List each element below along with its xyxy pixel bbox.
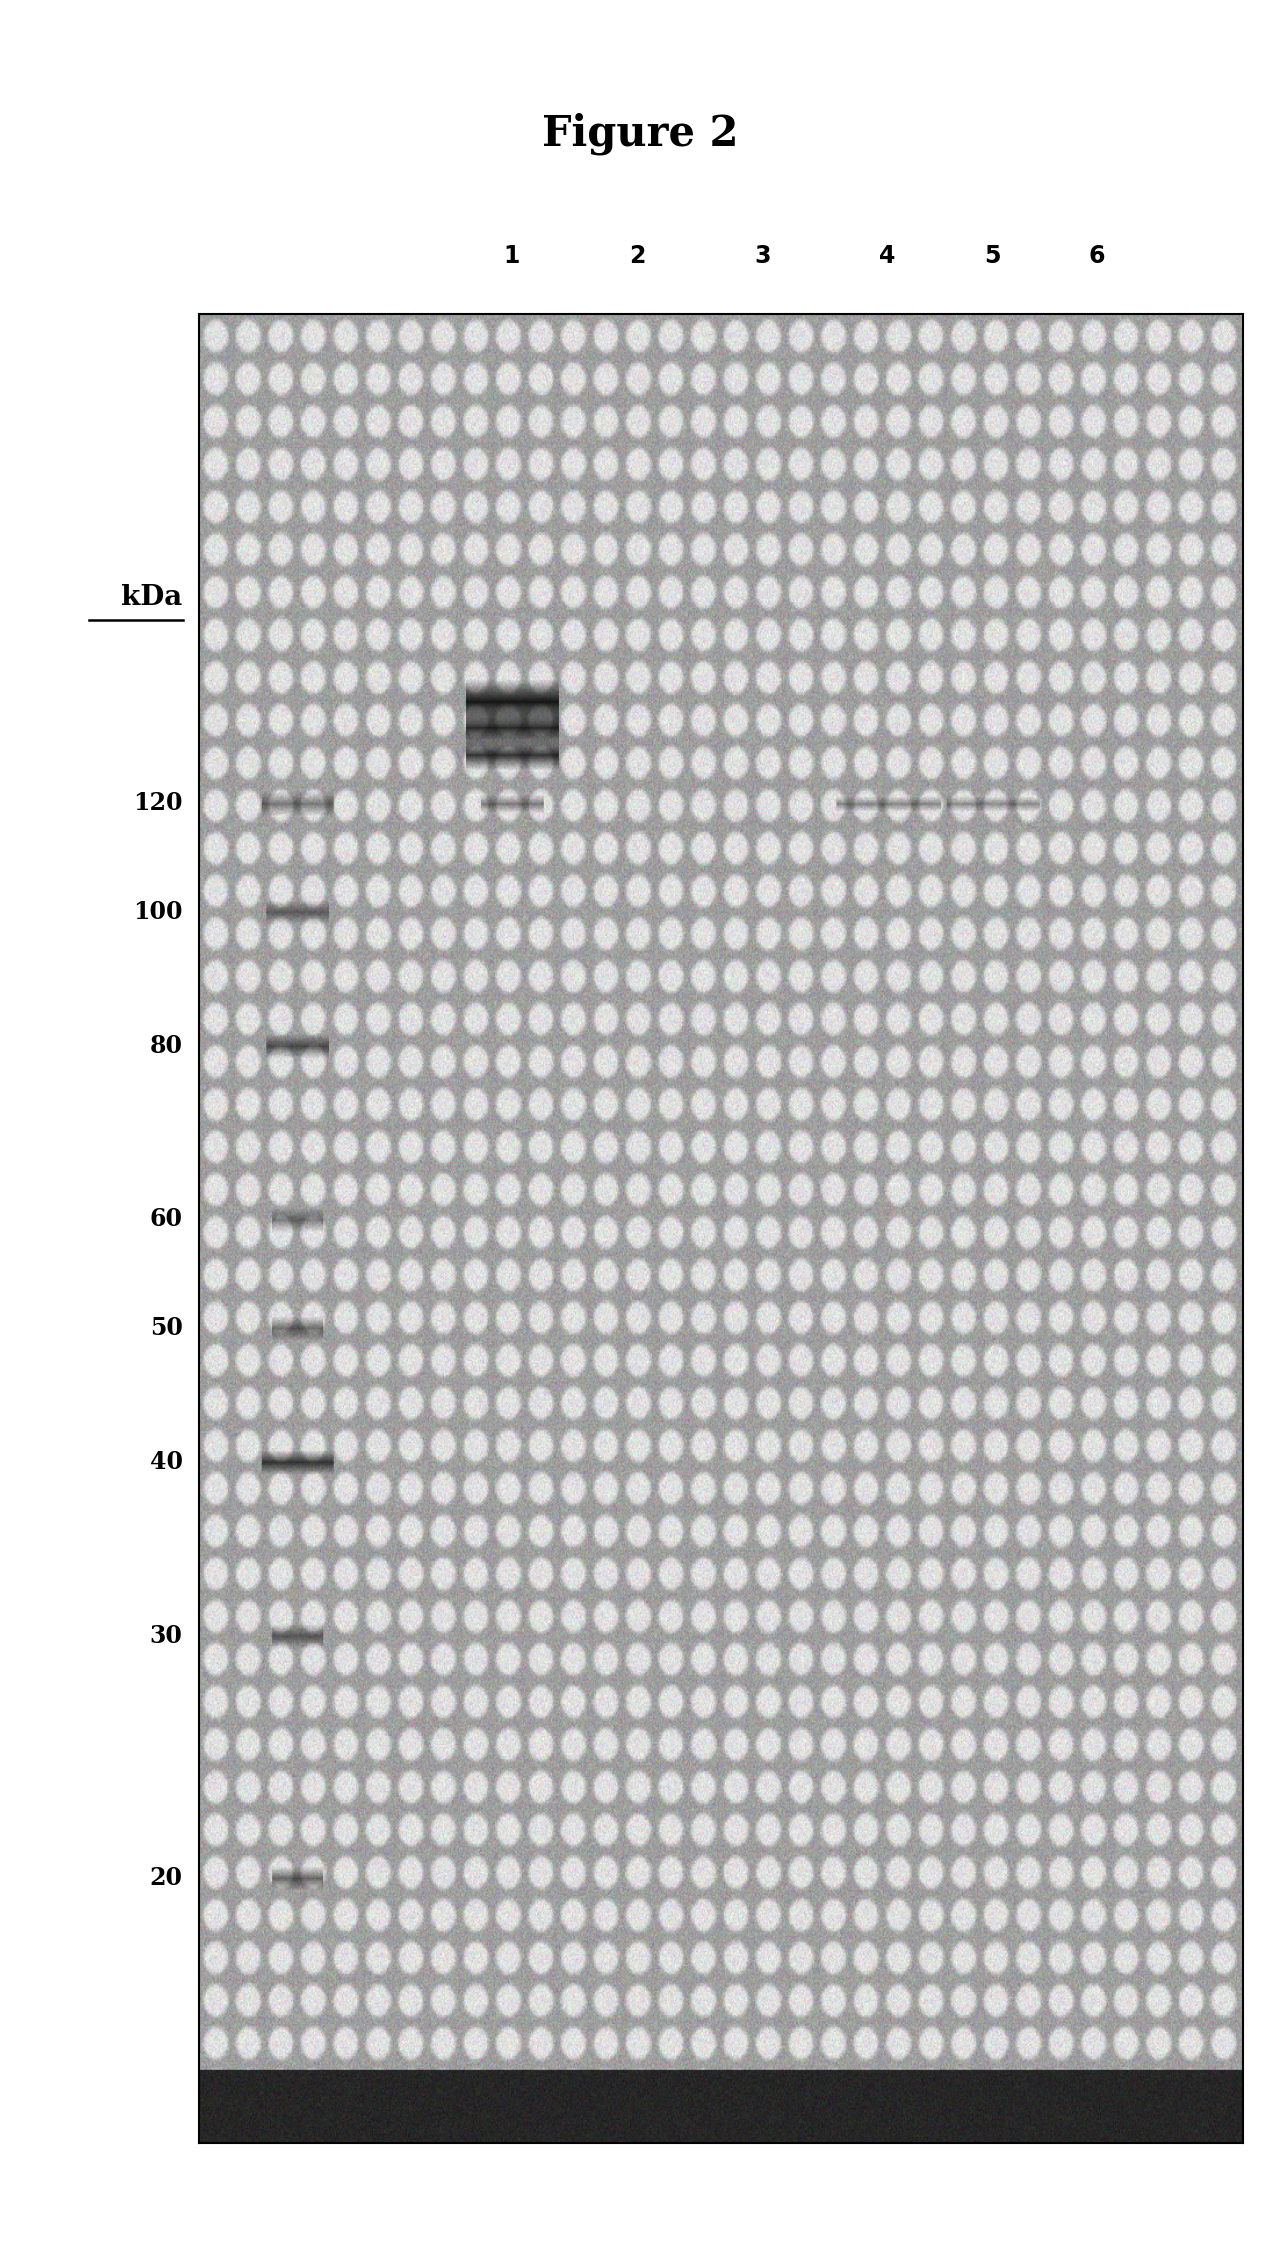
Text: 5: 5 <box>984 245 1000 269</box>
Text: 2: 2 <box>629 245 646 269</box>
Text: 60: 60 <box>150 1207 183 1232</box>
Text: 40: 40 <box>150 1450 183 1474</box>
Text: 80: 80 <box>150 1034 183 1057</box>
Text: 1: 1 <box>503 245 520 269</box>
Text: 30: 30 <box>150 1622 183 1647</box>
Text: 4: 4 <box>880 245 895 269</box>
Text: 3: 3 <box>755 245 771 269</box>
Text: 50: 50 <box>150 1315 183 1340</box>
Text: Figure 2: Figure 2 <box>542 112 739 155</box>
Text: 6: 6 <box>1088 245 1104 269</box>
Text: 120: 120 <box>133 792 183 815</box>
Text: kDa: kDa <box>122 583 183 610</box>
Text: 20: 20 <box>150 1865 183 1889</box>
Text: 100: 100 <box>133 900 183 925</box>
